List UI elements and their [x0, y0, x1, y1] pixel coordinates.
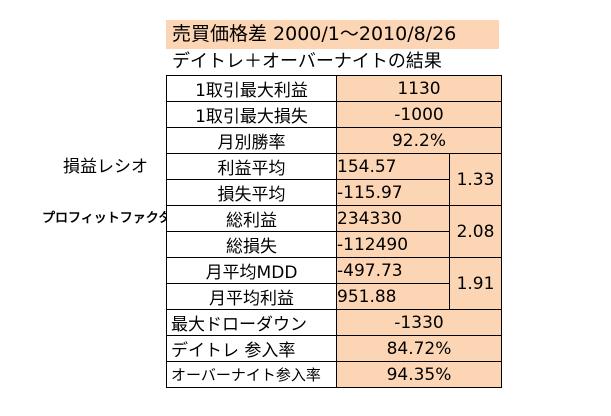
monthly-avg-profit-label: 月平均利益: [166, 283, 337, 310]
daytrade-rate-value: 84.72%: [336, 335, 502, 362]
total-profit-label: 総利益: [166, 205, 337, 232]
mdd-ratio-value: 1.91: [449, 257, 502, 310]
monthly-avg-profit-value: 951.88: [336, 283, 450, 310]
max-profit-label: 1取引最大利益: [166, 75, 337, 102]
overnight-rate-value: 94.35%: [336, 361, 502, 388]
profit-factor-label: プロフィットファクター: [42, 211, 185, 226]
avg-profit-label: 利益平均: [166, 153, 337, 180]
table-row: 最大ドローダウン -1330: [166, 309, 502, 336]
total-profit-value: 234330: [336, 205, 450, 232]
table-title: 売買価格差 2000/1〜2010/8/26: [166, 20, 499, 49]
table-row: デイトレ 参入率 84.72%: [166, 335, 502, 362]
avg-profit-value: 154.57: [336, 153, 450, 180]
profit-factor-value: 2.08: [449, 205, 502, 258]
avg-loss-value: -115.97: [336, 179, 450, 206]
total-loss-label: 総損失: [166, 231, 337, 258]
max-loss-value: -1000: [336, 101, 502, 128]
overnight-rate-label: オーバーナイト参入率: [166, 361, 337, 388]
results-table: 1取引最大利益 1130 1取引最大損失 -1000 月別勝率 92.2% 利益…: [166, 75, 502, 388]
table-row: 利益平均 154.57 1.33: [166, 153, 502, 206]
max-profit-value: 1130: [336, 75, 502, 102]
table-row: 損失平均 -115.97: [166, 179, 502, 206]
max-drawdown-label: 最大ドローダウン: [166, 309, 337, 336]
monthly-win-rate-value: 92.2%: [336, 127, 502, 154]
table-row: 総利益 234330 2.08: [166, 205, 502, 258]
profit-loss-ratio-label: 損益レシオ: [63, 157, 148, 177]
table-row: 月平均利益 951.88: [166, 283, 502, 310]
monthly-avg-mdd-value: -497.73: [336, 257, 450, 284]
table-row: オーバーナイト参入率 94.35%: [166, 361, 502, 388]
total-loss-value: -112490: [336, 231, 450, 258]
daytrade-rate-label: デイトレ 参入率: [166, 335, 337, 362]
monthly-avg-mdd-label: 月平均MDD: [166, 257, 337, 284]
table-row: 月平均MDD -497.73 1.91: [166, 257, 502, 310]
table-row: 月別勝率 92.2%: [166, 127, 502, 154]
table-row: 1取引最大損失 -1000: [166, 101, 502, 128]
pl-ratio-value: 1.33: [449, 153, 502, 206]
monthly-win-rate-label: 月別勝率: [166, 127, 337, 154]
max-drawdown-value: -1330: [336, 309, 502, 336]
table-row: 1取引最大利益 1130: [166, 75, 502, 102]
avg-loss-label: 損失平均: [166, 179, 337, 206]
table-subtitle: デイトレ＋オーバーナイトの結果: [172, 51, 442, 72]
max-loss-label: 1取引最大損失: [166, 101, 337, 128]
